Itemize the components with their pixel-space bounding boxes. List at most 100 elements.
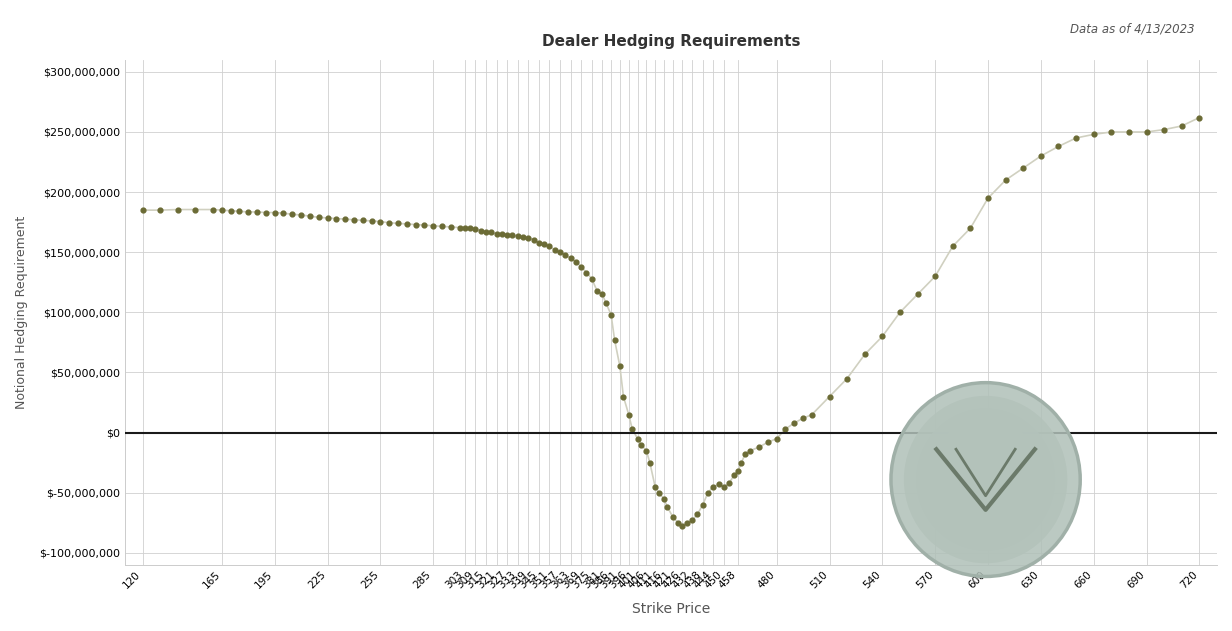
Point bbox=[1084, 129, 1104, 139]
Point bbox=[274, 208, 293, 218]
Point bbox=[582, 274, 601, 284]
Point bbox=[229, 206, 249, 216]
Point bbox=[388, 218, 408, 228]
Point bbox=[309, 212, 329, 222]
Point bbox=[318, 213, 338, 223]
Point bbox=[362, 216, 382, 226]
Y-axis label: Notional Hedging Requirement: Notional Hedging Requirement bbox=[15, 216, 28, 409]
Point bbox=[540, 241, 559, 251]
Point bbox=[133, 205, 153, 215]
Point bbox=[405, 220, 425, 230]
Point bbox=[740, 445, 760, 456]
Point bbox=[482, 227, 501, 237]
Point bbox=[855, 350, 875, 360]
Point bbox=[1154, 124, 1174, 134]
Point bbox=[239, 207, 259, 217]
Point bbox=[414, 220, 434, 230]
Point bbox=[766, 433, 786, 444]
Point bbox=[654, 493, 674, 504]
Title: Dealer Hedging Requirements: Dealer Hedging Requirements bbox=[542, 34, 801, 49]
Point bbox=[221, 206, 240, 216]
Point bbox=[692, 500, 712, 510]
Point bbox=[1190, 112, 1210, 122]
Point bbox=[508, 231, 527, 241]
X-axis label: Strike Price: Strike Price bbox=[632, 602, 710, 616]
Point bbox=[715, 481, 734, 492]
Point bbox=[577, 268, 596, 278]
Point bbox=[487, 228, 506, 239]
Point bbox=[556, 250, 575, 260]
Point bbox=[728, 466, 748, 476]
Point bbox=[335, 214, 355, 224]
Point bbox=[150, 205, 170, 215]
Point bbox=[535, 239, 554, 249]
Point bbox=[978, 193, 998, 203]
Point bbox=[785, 418, 804, 428]
Point bbox=[668, 518, 687, 528]
Point bbox=[593, 289, 612, 299]
Point bbox=[618, 410, 638, 420]
Point bbox=[450, 223, 469, 233]
Point bbox=[995, 175, 1015, 185]
Point bbox=[256, 208, 276, 218]
Point bbox=[551, 247, 570, 257]
Point bbox=[461, 223, 480, 233]
Point bbox=[676, 518, 696, 528]
Point bbox=[168, 204, 187, 215]
Point bbox=[529, 237, 548, 247]
Point bbox=[890, 307, 909, 317]
Point bbox=[344, 215, 363, 225]
Point bbox=[588, 286, 607, 296]
Point bbox=[291, 210, 310, 220]
Point bbox=[671, 521, 691, 531]
Point bbox=[1119, 127, 1138, 137]
Point bbox=[637, 445, 657, 456]
Point bbox=[561, 253, 580, 263]
Point bbox=[379, 218, 399, 228]
Point bbox=[492, 229, 511, 239]
Point bbox=[631, 440, 650, 450]
Point bbox=[925, 271, 945, 281]
Point bbox=[441, 222, 461, 232]
Point bbox=[683, 516, 702, 526]
Point bbox=[524, 235, 543, 245]
Point bbox=[498, 230, 517, 240]
Point bbox=[477, 227, 496, 237]
Point bbox=[793, 413, 813, 423]
Point bbox=[371, 216, 391, 227]
Point bbox=[565, 257, 585, 267]
Point bbox=[424, 221, 444, 231]
Point bbox=[545, 245, 564, 255]
Point bbox=[1048, 141, 1068, 151]
Point bbox=[432, 221, 452, 232]
Point bbox=[514, 232, 533, 242]
Point bbox=[724, 469, 744, 480]
Ellipse shape bbox=[928, 420, 1044, 539]
Ellipse shape bbox=[892, 384, 1079, 575]
Point bbox=[471, 225, 490, 235]
Point bbox=[699, 488, 718, 498]
Point bbox=[736, 449, 755, 459]
Point bbox=[352, 215, 372, 225]
Point bbox=[646, 481, 665, 492]
Point bbox=[658, 502, 678, 512]
Point bbox=[212, 205, 232, 215]
Point bbox=[1014, 163, 1034, 173]
Point bbox=[397, 219, 416, 229]
Point bbox=[601, 310, 621, 320]
Point bbox=[186, 204, 206, 215]
Point bbox=[455, 223, 474, 233]
Point bbox=[942, 241, 962, 251]
Point bbox=[732, 457, 752, 468]
Point bbox=[663, 512, 683, 522]
Point bbox=[614, 391, 633, 401]
Point bbox=[301, 211, 320, 221]
Point bbox=[649, 488, 669, 498]
Point bbox=[961, 223, 981, 233]
Point bbox=[703, 481, 723, 492]
Point bbox=[326, 213, 346, 223]
Point bbox=[708, 480, 728, 490]
Point bbox=[596, 298, 616, 308]
Point bbox=[819, 391, 839, 401]
Point bbox=[687, 509, 707, 519]
